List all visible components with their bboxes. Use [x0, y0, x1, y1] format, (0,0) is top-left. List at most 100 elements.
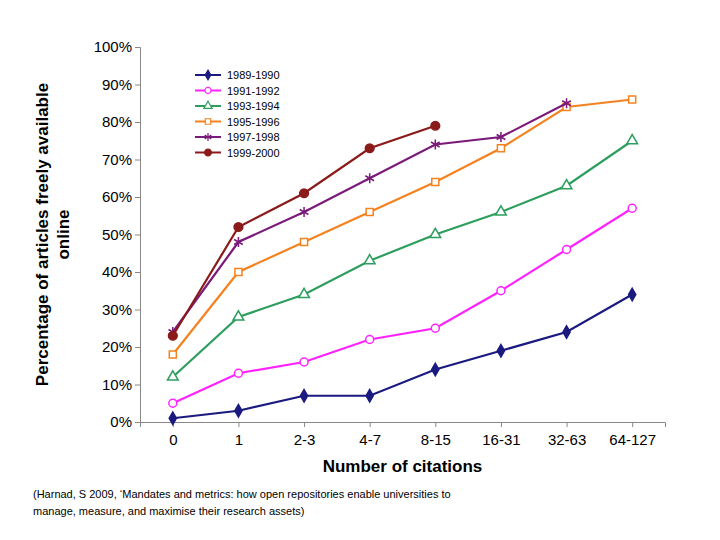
legend-label: 1995-1996: [227, 116, 280, 128]
tick-mark: [135, 422, 140, 423]
tick-label: 64-127: [609, 431, 656, 448]
tick: 2-3: [294, 422, 316, 448]
tick-mark: [135, 160, 140, 161]
point: [168, 331, 177, 340]
point: [497, 132, 506, 142]
tick: 16-31: [482, 422, 520, 448]
tick-label: 8-15: [421, 431, 451, 448]
tick: 1: [235, 422, 243, 448]
point: [366, 336, 374, 344]
point: [299, 288, 310, 297]
point: [167, 371, 178, 380]
point: [235, 405, 242, 417]
series-line: [173, 295, 632, 419]
tick-label: 16-31: [482, 431, 520, 448]
tick: 10%: [102, 376, 140, 393]
point: [364, 255, 375, 264]
series-line: [173, 100, 632, 355]
legend-label: 1999-2000: [227, 147, 280, 159]
tick-mark: [135, 272, 140, 273]
tick-label: 50%: [102, 226, 132, 243]
series: [168, 98, 570, 337]
tick-mark: [135, 85, 140, 86]
x-axis-title: Number of citations: [323, 457, 483, 476]
tick-label: 4-7: [359, 431, 381, 448]
tick: 30%: [102, 301, 140, 318]
point: [234, 369, 242, 377]
tick-mark: [238, 422, 239, 427]
tick-label: 30%: [102, 301, 132, 318]
tick-mark: [135, 122, 140, 123]
point: [430, 228, 441, 237]
point: [234, 223, 243, 232]
legend-item: 1991-1992: [195, 85, 280, 97]
point: [431, 121, 440, 130]
chart: 0%10%20%30%40%50%60%70%80%90%100%012-34-…: [0, 0, 720, 540]
series: [169, 96, 635, 358]
plot-area: [167, 96, 637, 425]
point: [300, 358, 308, 366]
point: [563, 326, 570, 338]
point: [235, 268, 242, 275]
tick-mark: [135, 47, 140, 48]
tick: 40%: [102, 263, 140, 280]
point: [300, 390, 307, 402]
tick: 80%: [102, 113, 140, 130]
tick-mark: [501, 422, 502, 427]
tick-label: 32-63: [548, 431, 586, 448]
tick: 60%: [102, 188, 140, 205]
point: [365, 173, 374, 183]
point: [234, 237, 243, 247]
legend: 1989-19901991-19921993-19941995-19961997…: [195, 69, 280, 159]
point: [628, 204, 636, 212]
point: [233, 311, 244, 320]
point: [629, 288, 636, 300]
tick: 100%: [94, 38, 140, 55]
tick-label: 100%: [94, 38, 132, 55]
point: [497, 345, 504, 357]
point: [432, 363, 439, 375]
series-line: [173, 141, 632, 377]
tick-label: 40%: [102, 263, 132, 280]
y-axis: 0%10%20%30%40%50%60%70%80%90%100%: [94, 38, 141, 430]
point: [169, 351, 176, 358]
tick-label: 1: [235, 431, 243, 448]
point: [366, 390, 373, 402]
point: [300, 189, 309, 198]
legend-item: 1993-1994: [195, 100, 280, 112]
tick-mark: [135, 310, 140, 311]
tick: 32-63: [548, 422, 586, 448]
tick-label: 60%: [102, 188, 132, 205]
legend-item: 1989-1990: [195, 69, 280, 81]
series: [167, 135, 637, 381]
legend-marker: [205, 119, 210, 124]
tick-label: 20%: [102, 338, 132, 355]
tick-mark: [135, 235, 140, 236]
tick-mark: [435, 422, 436, 427]
tick-label: 80%: [102, 113, 132, 130]
series-line: [173, 103, 567, 332]
tick: 70%: [102, 151, 140, 168]
point: [301, 238, 308, 245]
y-axis-title: Percentage of articles freely available: [33, 83, 52, 386]
legend-label: 1991-1992: [227, 85, 280, 97]
tick-label: 2-3: [294, 431, 316, 448]
tick-mark: [567, 422, 568, 427]
legend-marker: [205, 133, 212, 141]
point: [562, 98, 571, 108]
series-line: [173, 208, 632, 403]
series-line: [173, 126, 436, 336]
x-axis: 012-34-78-1516-3132-6364-127: [141, 422, 666, 448]
point: [497, 145, 504, 152]
tick: 20%: [102, 338, 140, 355]
series: [169, 204, 636, 407]
tick-mark: [304, 422, 305, 427]
point: [561, 180, 572, 189]
tick-mark: [135, 385, 140, 386]
series: [168, 121, 439, 340]
point: [497, 287, 505, 295]
y-axis-title: online: [54, 209, 73, 259]
tick-mark: [135, 347, 140, 348]
point: [366, 208, 373, 215]
legend-item: 1995-1996: [195, 116, 280, 128]
